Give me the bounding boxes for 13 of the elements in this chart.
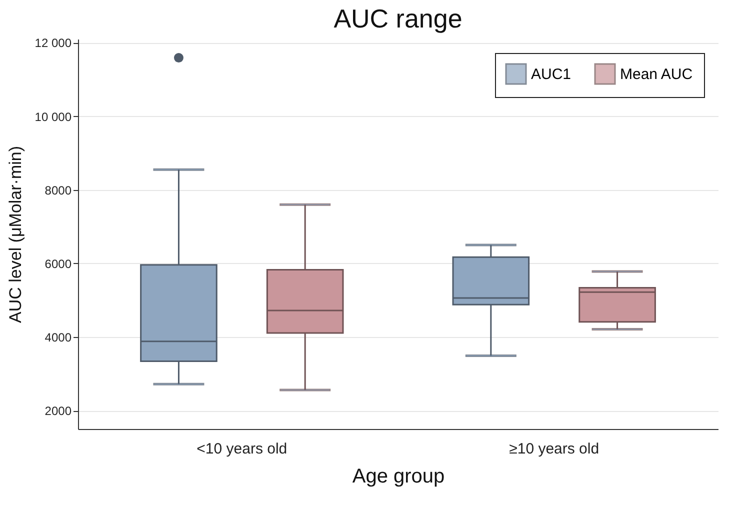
y-tick-label: 4000 — [44, 330, 72, 345]
y-tick-label: 12 000 — [34, 36, 72, 50]
legend-label: AUC1 — [531, 66, 572, 83]
y-tick-label: 2000 — [44, 404, 72, 418]
x-axis-title: Age group — [352, 466, 445, 488]
x-tick-label: <10 years old — [196, 440, 288, 458]
y-tick-label: 6000 — [44, 256, 72, 271]
chart-title: AUC range — [334, 4, 462, 34]
y-tick-label: 10 000 — [34, 110, 72, 124]
y-tick-label: 8000 — [44, 183, 72, 198]
y-axis-title: AUC level (μMolar·min) — [6, 146, 25, 323]
x-tick-label: ≥10 years old — [509, 440, 600, 458]
legend-label: Mean AUC — [620, 66, 693, 83]
